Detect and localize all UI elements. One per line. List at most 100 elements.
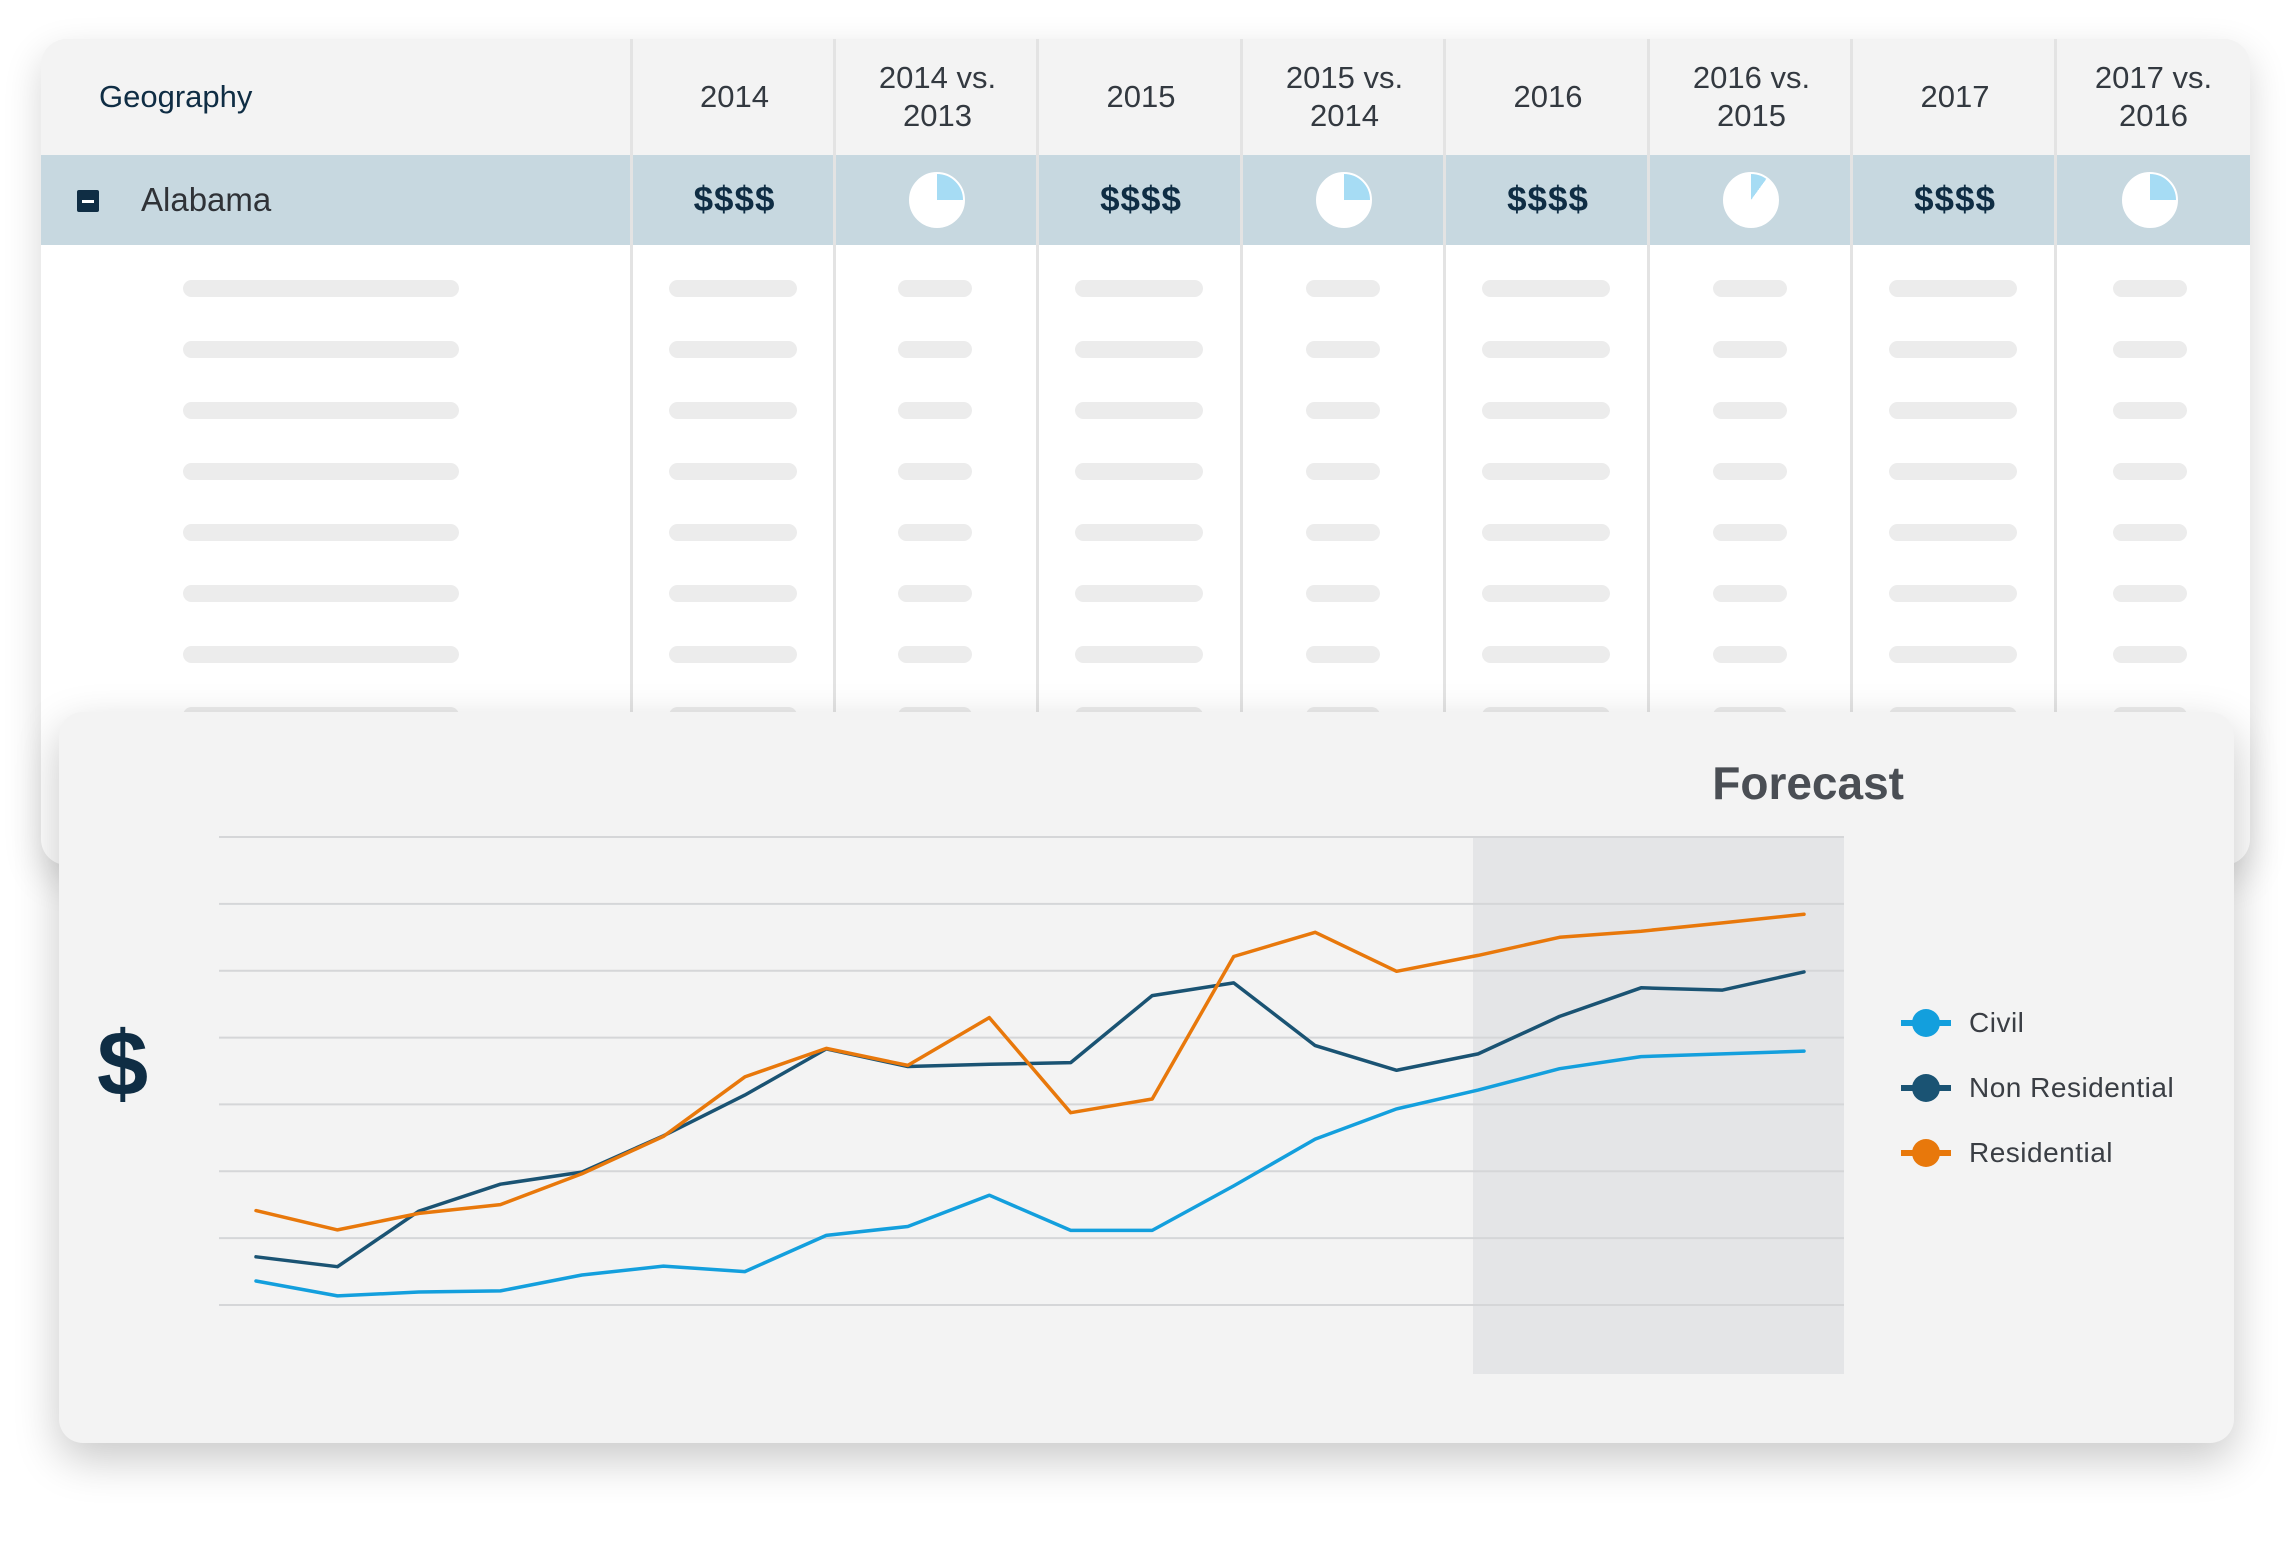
header-2016-vs-2015[interactable]: 2016 vs. 2015 <box>1692 60 1811 133</box>
series-line-residential <box>254 912 1806 1232</box>
column-divider <box>1850 39 1853 865</box>
placeholder-bar <box>898 280 972 297</box>
placeholder-bar <box>183 585 459 602</box>
placeholder-bar <box>898 524 972 541</box>
pie-chart-icon <box>1723 172 1779 228</box>
placeholder-bar <box>669 585 797 602</box>
legend-swatch-icon <box>1901 1138 1951 1168</box>
placeholder-bar <box>1713 585 1787 602</box>
column-divider <box>1443 39 1446 865</box>
placeholder-bar <box>898 463 972 480</box>
placeholder-bar <box>669 524 797 541</box>
placeholder-bar <box>1889 463 2017 480</box>
placeholder-bar <box>183 280 459 297</box>
row-geography-label: Alabama <box>141 181 272 218</box>
header-2016[interactable]: 2016 <box>1513 79 1583 114</box>
header-2015-vs-2014[interactable]: 2015 vs. 2014 <box>1285 60 1404 133</box>
chart-legend: Civil Non Residential Residential <box>1901 990 2174 1185</box>
value-2017: $$$$ <box>1914 180 1996 219</box>
header-2017-vs-2016[interactable]: 2017 vs. 2016 <box>2094 60 2213 133</box>
placeholder-bar <box>1889 341 2017 358</box>
placeholder-bar <box>1713 280 1787 297</box>
placeholder-bar <box>183 646 459 663</box>
legend-label: Civil <box>1969 1006 2025 1038</box>
placeholder-bar <box>1482 402 1610 419</box>
legend-swatch-icon <box>1901 1073 1951 1103</box>
placeholder-bar <box>1713 524 1787 541</box>
placeholder-bar <box>669 402 797 419</box>
placeholder-bar <box>1482 585 1610 602</box>
placeholder-bar <box>1889 585 2017 602</box>
forecast-annotation: Forecast <box>1712 757 1904 809</box>
column-divider <box>2054 39 2057 865</box>
column-divider <box>1240 39 1243 865</box>
placeholder-bar <box>1075 402 1203 419</box>
collapse-icon[interactable] <box>77 190 99 212</box>
series-line-civil <box>254 1049 1806 1298</box>
placeholder-bar <box>1306 280 1380 297</box>
placeholder-bar <box>2113 646 2187 663</box>
placeholder-bar <box>1306 646 1380 663</box>
placeholder-bar <box>1713 646 1787 663</box>
legend-swatch-icon <box>1901 1008 1951 1038</box>
placeholder-bar <box>183 463 459 480</box>
legend-item-non-residential[interactable]: Non Residential <box>1901 1055 2174 1120</box>
placeholder-bar <box>1713 402 1787 419</box>
placeholder-bar <box>1482 463 1610 480</box>
header-geography[interactable]: Geography <box>99 79 253 114</box>
placeholder-bar <box>1306 524 1380 541</box>
header-2015[interactable]: 2015 <box>1106 79 1176 114</box>
placeholder-bar <box>669 646 797 663</box>
header-2014-vs-2013[interactable]: 2014 vs. 2013 <box>878 60 997 133</box>
legend-label: Residential <box>1969 1136 2114 1168</box>
value-2016: $$$$ <box>1507 180 1589 219</box>
table-header: Geography 2014 2014 vs. 2013 2015 2015 v… <box>41 39 2250 155</box>
pie-chart-icon <box>1316 172 1372 228</box>
placeholder-bar <box>1075 524 1203 541</box>
placeholder-bar <box>1075 280 1203 297</box>
line-chart <box>219 836 1844 1374</box>
placeholder-bar <box>898 341 972 358</box>
placeholder-bar <box>2113 341 2187 358</box>
placeholder-bar <box>669 463 797 480</box>
placeholder-bar <box>183 402 459 419</box>
column-divider <box>833 39 836 865</box>
pie-chart-icon <box>2122 172 2178 228</box>
placeholder-bar <box>898 402 972 419</box>
value-2014: $$$$ <box>693 180 776 219</box>
placeholder-bar <box>183 341 459 358</box>
column-divider <box>630 39 633 865</box>
placeholder-bar <box>1482 341 1610 358</box>
placeholder-bar <box>1075 463 1203 480</box>
placeholder-bar <box>1713 341 1787 358</box>
placeholder-bar <box>2113 280 2187 297</box>
placeholder-bar <box>1889 646 2017 663</box>
placeholder-bar <box>669 341 797 358</box>
placeholder-bar <box>1889 524 2017 541</box>
placeholder-bar <box>1713 463 1787 480</box>
placeholder-bar <box>1482 280 1610 297</box>
placeholder-bar <box>2113 463 2187 480</box>
placeholder-bar <box>2113 524 2187 541</box>
placeholder-bar <box>898 585 972 602</box>
placeholder-bar <box>1889 280 2017 297</box>
value-2015: $$$$ <box>1100 180 1182 219</box>
column-divider <box>1036 39 1039 865</box>
placeholder-bar <box>1075 585 1203 602</box>
column-divider <box>1647 39 1650 865</box>
y-axis-label: $ <box>97 1013 149 1115</box>
legend-item-civil[interactable]: Civil <box>1901 990 2174 1055</box>
line-chart-card: $ Forecast Civil Non Residential Residen… <box>59 712 2234 1443</box>
header-2014[interactable]: 2014 <box>700 79 769 114</box>
placeholder-bar <box>1889 402 2017 419</box>
placeholder-bar <box>1306 585 1380 602</box>
legend-item-residential[interactable]: Residential <box>1901 1120 2174 1185</box>
placeholder-bar <box>1306 341 1380 358</box>
placeholder-bar <box>1482 524 1610 541</box>
table-row-alabama[interactable]: Alabama $$$$ $$$$ $$$$ $$$$ <box>41 155 2250 245</box>
placeholder-bar <box>669 280 797 297</box>
header-2017[interactable]: 2017 <box>1920 79 1990 114</box>
placeholder-bar <box>1075 341 1203 358</box>
placeholder-bar <box>183 524 459 541</box>
forecast-region <box>1473 837 1844 1374</box>
